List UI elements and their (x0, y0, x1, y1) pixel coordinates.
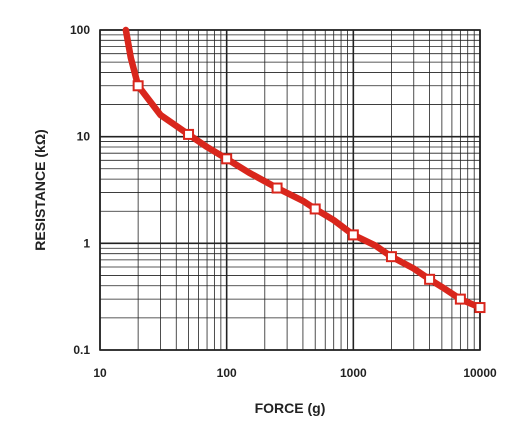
data-point-marker (454, 293, 466, 305)
y-tick-label: 0.1 (73, 343, 90, 357)
data-point-marker (385, 251, 397, 263)
data-point-marker (309, 203, 321, 215)
y-axis-label: RESISTANCE (kΩ) (32, 129, 48, 250)
x-tick-label: 100 (217, 366, 237, 380)
data-point-marker (132, 80, 144, 92)
y-tick-label: 1 (83, 236, 90, 250)
data-point-marker (221, 153, 233, 165)
data-point-marker (347, 229, 359, 241)
y-tick-label: 100 (70, 23, 90, 37)
series-group (122, 26, 486, 314)
x-axis-label: FORCE (g) (255, 400, 326, 416)
data-point-marker (424, 273, 436, 285)
grid (99, 29, 481, 351)
tick-labels: 10 100 1000 10000 0.1 1 10 100 (70, 23, 497, 380)
data-point-marker (183, 128, 195, 140)
data-point-marker (271, 182, 283, 194)
y-tick-label: 10 (77, 130, 91, 144)
x-tick-label: 10000 (463, 366, 497, 380)
x-tick-label: 1000 (340, 366, 367, 380)
plot-frame (99, 29, 481, 351)
x-tick-label: 10 (93, 366, 107, 380)
data-point-marker (474, 302, 486, 314)
